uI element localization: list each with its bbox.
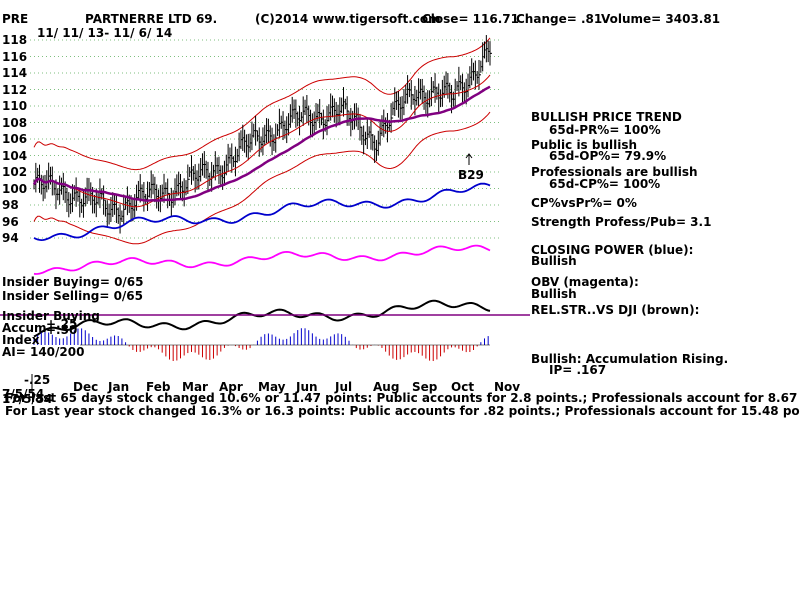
overlap-fragment: 7/5/54 <box>2 387 45 401</box>
month-label: May <box>258 380 286 394</box>
month-label: Aug <box>373 380 400 394</box>
ticker-symbol: PRE <box>2 12 29 26</box>
accumulation-histogram <box>33 328 489 362</box>
pro-value: 65d-CP%= 100% <box>549 177 661 191</box>
volume-value: Volume= 3403.81 <box>601 12 721 26</box>
accum-mid-tick: +.50 <box>46 323 78 337</box>
pro-title: Professionals are bullish <box>531 165 698 179</box>
month-label: Nov <box>494 380 521 394</box>
public-title: Public is bullish <box>531 138 638 152</box>
month-label: Jul <box>335 380 353 394</box>
month-label: Jan <box>108 380 130 394</box>
moving-averages <box>32 74 491 208</box>
month-label: Jun <box>296 380 318 394</box>
long-moving-average <box>32 85 491 202</box>
short-moving-average <box>33 74 491 208</box>
index-label: Index <box>2 333 40 347</box>
closing-power-line <box>33 182 491 242</box>
y-tick-label: 112 <box>2 82 28 97</box>
accum-bottom-tick: -.25 <box>24 373 51 387</box>
y-tick-label: 110 <box>2 99 28 113</box>
y-tick-label: 100 <box>2 181 28 196</box>
lower-band <box>33 111 491 245</box>
month-label: Apr <box>219 380 243 394</box>
y-tick-label: 96 <box>2 214 19 229</box>
obv-title: OBV (magenta): <box>531 275 639 289</box>
accum-status: Bullish: Accumulation Rising. <box>531 352 729 366</box>
b29-label: B29 <box>458 168 484 182</box>
change-value: Change= .81 <box>516 12 603 26</box>
y-tick-label: 98 <box>2 198 19 212</box>
public-value: 65d-OP%= 79.9% <box>549 149 667 163</box>
month-label: Dec <box>73 380 99 394</box>
b29-arrowhead <box>465 153 473 159</box>
relstr-line <box>33 299 491 338</box>
ai-score: AI= 140/200 <box>2 345 85 359</box>
price-bands <box>33 37 491 245</box>
footer-year-summary: For Last year stock changed 16.3% or 16.… <box>5 404 800 418</box>
company-name: PARTNERRE LTD 69. <box>85 12 218 26</box>
indicator-lines <box>33 182 491 338</box>
month-label: Feb <box>146 380 171 394</box>
insider-selling-count: Insider Selling= 0/65 <box>2 289 144 303</box>
y-tick-label: 104 <box>2 148 28 163</box>
accum-top-tick: +.25 <box>46 317 78 331</box>
cp-vs-pr: CP%vsPr%= 0% <box>531 196 637 210</box>
trend-value: 65d-PR%= 100% <box>549 123 661 137</box>
footer-65day-summary: For last 65 days stock changed 10.6% or … <box>5 391 800 405</box>
insider-buying-count: Insider Buying= 0/65 <box>2 275 144 289</box>
insider-buying-label: Insider Buying <box>2 309 100 323</box>
y-tick-label: 116 <box>2 49 28 64</box>
month-label: Sep <box>412 380 438 394</box>
trend-title: BULLISH PRICE TREND <box>531 110 682 124</box>
month-label: Mar <box>182 380 208 394</box>
upper-band <box>33 37 491 171</box>
month-label: Oct <box>451 380 475 394</box>
closing-power-title: CLOSING POWER (blue): <box>531 243 694 257</box>
obv-value: Bullish <box>531 287 577 301</box>
price-bars <box>33 35 492 234</box>
closing-power-value: Bullish <box>531 254 577 268</box>
overlap-fragment: 17/5/54 <box>2 392 53 406</box>
close-value: Close= 116.71 <box>422 12 519 26</box>
copyright-text: (C)2014 www.tigersoft.com <box>255 12 441 26</box>
date-range: 11/ 11/ 13- 11/ 6/ 14 <box>37 26 173 40</box>
relstr-title: REL.STR..VS DJI (brown): <box>531 303 700 317</box>
y-tick-label: 94 <box>2 231 19 245</box>
ip-value: IP= .167 <box>549 363 607 377</box>
y-tick-label: 106 <box>2 132 28 146</box>
y-tick-label: 108 <box>2 115 28 130</box>
y-tick-label: 102 <box>2 165 28 179</box>
obv-line <box>33 244 491 275</box>
strength-ratio: Strength Profess/Pub= 3.1 <box>531 215 712 229</box>
y-tick-label: 118 <box>2 33 28 47</box>
accum-label: Accum <box>2 321 47 335</box>
y-tick-label: 114 <box>2 66 28 80</box>
